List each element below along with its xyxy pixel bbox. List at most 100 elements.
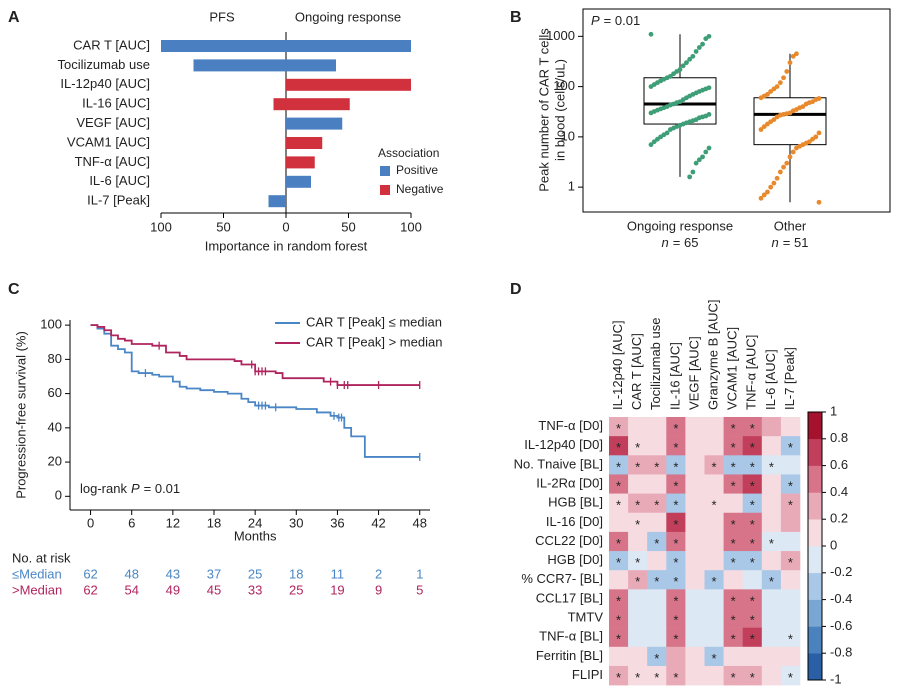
point [777,80,783,86]
heatmap-cell [723,665,743,686]
row-label: % CCR7- [BL] [521,571,603,586]
point [774,175,780,181]
n-text: = 51 [783,235,809,250]
heatmap-cell [609,531,629,552]
point [651,139,657,145]
point [684,60,689,66]
row-label: CCL22 [D0] [535,533,603,548]
heatmap-cell [742,474,763,494]
point [787,154,793,160]
heatmap-cell [628,608,648,628]
row-label: No. Tnaive [BL] [514,456,603,471]
colorbar-bin [808,519,822,547]
colorbar-bin [808,572,822,600]
x-tick-label: 0 [87,515,94,530]
risk-count: 33 [248,582,262,597]
point [784,69,790,74]
heatmap-cell [723,570,743,590]
heatmap-cell [704,551,724,571]
heatmap-cell [647,627,667,648]
significance-star: * [654,574,659,589]
category-label: CAR T [AUC] [73,37,150,52]
row-label: FLIPI [572,667,603,682]
point [790,149,796,155]
legend-label: Negative [396,182,444,196]
heatmap-cell [742,417,763,437]
heatmap-cell [685,570,705,590]
n-label: n = 65 [662,235,699,250]
row-label: HGB [D0] [547,552,603,567]
risk-count: 54 [124,582,138,597]
heatmap-cell [704,512,724,533]
heatmap-cell [628,512,648,533]
x-tick-label: 100 [150,219,172,234]
point [771,180,777,186]
significance-star: * [788,478,793,493]
heatmap-cell [723,589,743,609]
heatmap-cell [666,455,686,475]
annotation-text: = 0.01 [604,13,641,28]
heatmap-cell [685,551,705,571]
category-label: IL-12p40 [AUC] [60,76,150,91]
heatmap-cell [780,627,801,648]
heatmap-cell [723,551,743,571]
colorbar-bin [808,438,822,466]
significance-star: * [673,555,678,570]
point [696,157,702,163]
heatmap-cell [780,436,801,456]
significance-star: * [635,440,640,455]
column-label: TNF-α [AUC] [744,335,759,410]
heatmap-cell [647,474,667,494]
panel-label: B [510,9,522,26]
point [696,45,702,50]
bar [286,78,411,91]
category-label: VEGF [AUC] [76,115,150,130]
x-tick-label: 0 [282,219,289,234]
heatmap-cell [647,531,667,552]
x-tick-label: 100 [400,219,422,234]
significance-star: * [750,459,755,474]
x-tick-label: 42 [371,515,385,530]
heatmap-cell [761,531,782,552]
point [693,49,699,54]
heatmap-cell [628,627,648,648]
heatmap-cell [761,589,782,609]
heatmap-cell [609,646,629,667]
y-axis-label: Progression-free survival (%) [13,331,28,499]
bar [286,98,350,111]
heatmap-cell [628,474,648,494]
heatmap-cell [723,646,743,667]
bar [286,40,411,52]
risk-count: 43 [166,566,180,581]
significance-star: * [635,555,640,570]
heatmap-cell [761,417,782,437]
category-label: IL-7 [Peak] [87,193,150,208]
heatmap-cell [666,551,686,571]
point [787,60,793,66]
significance-star: * [750,421,755,436]
significance-star: * [750,498,755,513]
category-label: Tocilizumab use [58,57,151,72]
heatmap-cell [723,417,743,437]
risk-count: 48 [124,566,138,581]
colorbar-tick-label: -0.6 [830,618,852,633]
point [816,130,822,136]
heatmap-cell [761,665,782,686]
point [758,127,764,132]
heatmap-cell [609,455,629,475]
point [794,51,799,57]
heatmap-cell [609,608,629,628]
heatmap-cell [780,455,801,475]
heatmap-cell [685,417,705,437]
point [690,53,696,59]
heatmap-cell [609,417,629,437]
x-tick-label: Ongoing response [627,218,733,233]
significance-star: * [750,536,755,551]
point [771,86,777,92]
y-tick-label: 1000 [546,28,575,43]
significance-star: * [788,632,793,647]
significance-star: * [769,536,774,551]
heatmap-cell [685,474,705,494]
x-tick-label: 50 [216,219,230,234]
point [794,145,799,151]
